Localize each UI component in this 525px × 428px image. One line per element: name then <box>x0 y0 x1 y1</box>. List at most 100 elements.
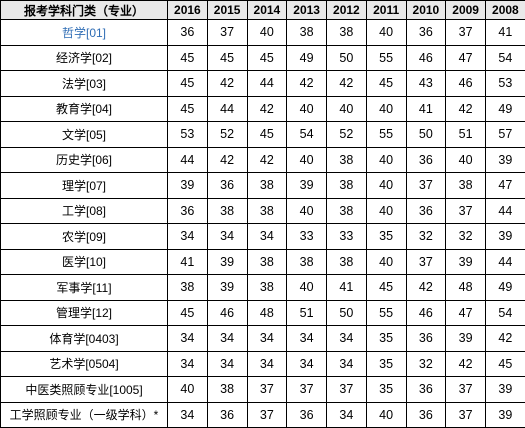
table-row: 理学[07] 39 36 38 39 38 40 37 38 47 <box>0 172 525 199</box>
year-header: 2015 <box>206 0 248 20</box>
score-cell: 36 <box>286 401 327 428</box>
score-cell: 40 <box>365 172 407 199</box>
score-cell: 42 <box>485 325 525 352</box>
score-cell: 34 <box>246 350 288 377</box>
table-row: 艺术学[0504] 34 34 34 34 34 35 32 42 45 <box>0 350 525 377</box>
score-cell: 40 <box>445 146 486 173</box>
table-body: 哲学[01] 36 37 40 38 38 40 36 37 41 经济学[02] 45 45 45 49 5… <box>0 19 525 428</box>
score-cell: 34 <box>167 401 208 428</box>
table-row: 法学[03] 45 42 44 42 42 45 43 46 53 <box>0 70 525 97</box>
table-row: 医学[10] 41 39 38 38 38 40 37 39 44 <box>0 248 525 275</box>
score-cell: 38 <box>326 172 367 199</box>
subject-name-link[interactable]: 哲学[01] <box>0 19 168 46</box>
score-cell: 38 <box>326 197 367 224</box>
score-cell: 57 <box>485 121 525 148</box>
subject-name: 医学[10] <box>0 248 168 275</box>
score-cell: 40 <box>286 274 327 301</box>
score-cell: 34 <box>246 223 288 250</box>
score-cell: 34 <box>326 350 367 377</box>
score-cell: 39 <box>485 146 525 173</box>
score-cell: 42 <box>445 95 486 122</box>
score-cell: 40 <box>365 197 407 224</box>
score-cell: 38 <box>445 172 486 199</box>
score-cell: 34 <box>167 325 208 352</box>
score-cell: 45 <box>167 70 208 97</box>
score-cell: 45 <box>246 121 288 148</box>
score-cell: 37 <box>286 376 327 403</box>
score-cell: 45 <box>485 350 525 377</box>
score-cell: 45 <box>365 274 407 301</box>
score-cell: 45 <box>167 44 208 71</box>
subject-name: 工学照顾专业（一级学科）* <box>0 401 168 428</box>
score-cell: 54 <box>485 299 525 326</box>
score-cell: 40 <box>286 197 327 224</box>
score-cell: 38 <box>326 146 367 173</box>
table-row: 军事学[11] 38 39 38 40 41 45 42 48 49 <box>0 274 525 301</box>
subject-name: 管理学[12] <box>0 299 168 326</box>
score-cell: 37 <box>445 401 486 428</box>
score-cell: 50 <box>326 44 367 71</box>
year-header: 2014 <box>246 0 288 20</box>
score-cell: 39 <box>167 172 208 199</box>
score-cell: 38 <box>286 19 327 46</box>
score-cell: 36 <box>405 376 447 403</box>
score-cell: 51 <box>286 299 327 326</box>
score-cell: 43 <box>405 70 447 97</box>
score-cell: 41 <box>485 19 525 46</box>
score-cell: 55 <box>365 44 407 71</box>
score-cell: 35 <box>365 376 407 403</box>
score-cell: 44 <box>485 248 525 275</box>
table-row: 中医类照顾专业[1005] 40 38 37 37 37 35 36 37 39 <box>0 376 525 403</box>
subject-name: 农学[09] <box>0 223 168 250</box>
score-cell: 35 <box>365 223 407 250</box>
score-cell: 40 <box>246 19 288 46</box>
score-cell: 36 <box>405 197 447 224</box>
score-cell: 38 <box>326 248 367 275</box>
score-cell: 42 <box>445 350 486 377</box>
score-cell: 52 <box>206 121 248 148</box>
score-cell: 32 <box>445 223 486 250</box>
table-row: 文学[05] 53 52 45 54 52 55 50 51 57 <box>0 121 525 148</box>
header-row: 报考学科门类（专业） 2016 2015 2014 2013 2012 2011… <box>0 0 525 20</box>
score-cell: 36 <box>167 19 208 46</box>
score-cell: 38 <box>246 248 288 275</box>
score-cell: 39 <box>445 248 486 275</box>
score-cell: 36 <box>405 401 447 428</box>
score-cell: 42 <box>405 274 447 301</box>
table-row: 体育学[0403] 34 34 34 34 34 35 36 39 42 <box>0 325 525 352</box>
score-cell: 34 <box>206 223 248 250</box>
year-header: 2009 <box>445 0 486 20</box>
score-cell: 33 <box>286 223 327 250</box>
score-cell: 48 <box>246 299 288 326</box>
score-cell: 47 <box>445 299 486 326</box>
score-cell: 38 <box>167 274 208 301</box>
score-cell: 54 <box>485 44 525 71</box>
score-cell: 45 <box>246 44 288 71</box>
score-cell: 49 <box>286 44 327 71</box>
table-row: 工学照顾专业（一级学科）* 34 36 37 36 34 40 36 37 39 <box>0 401 525 428</box>
subject-name: 经济学[02] <box>0 44 168 71</box>
score-cell: 40 <box>365 19 407 46</box>
score-cell: 55 <box>365 121 407 148</box>
score-cell: 53 <box>167 121 208 148</box>
score-cell: 50 <box>405 121 447 148</box>
score-cell: 38 <box>246 274 288 301</box>
score-cell: 46 <box>445 70 486 97</box>
score-cell: 34 <box>206 350 248 377</box>
score-cell: 50 <box>326 299 367 326</box>
score-cell: 34 <box>286 350 327 377</box>
score-cell: 37 <box>246 401 288 428</box>
score-cell: 44 <box>206 95 248 122</box>
score-cell: 38 <box>206 376 248 403</box>
table-row: 管理学[12] 45 46 48 51 50 55 46 47 54 <box>0 299 525 326</box>
score-cell: 40 <box>326 95 367 122</box>
subject-name: 工学[08] <box>0 197 168 224</box>
score-cell: 38 <box>286 248 327 275</box>
score-cell: 32 <box>405 223 447 250</box>
score-cell: 38 <box>206 197 248 224</box>
score-cell: 37 <box>405 248 447 275</box>
score-cell: 40 <box>365 95 407 122</box>
score-cell: 39 <box>206 274 248 301</box>
score-cell: 46 <box>405 299 447 326</box>
score-cell: 45 <box>167 299 208 326</box>
